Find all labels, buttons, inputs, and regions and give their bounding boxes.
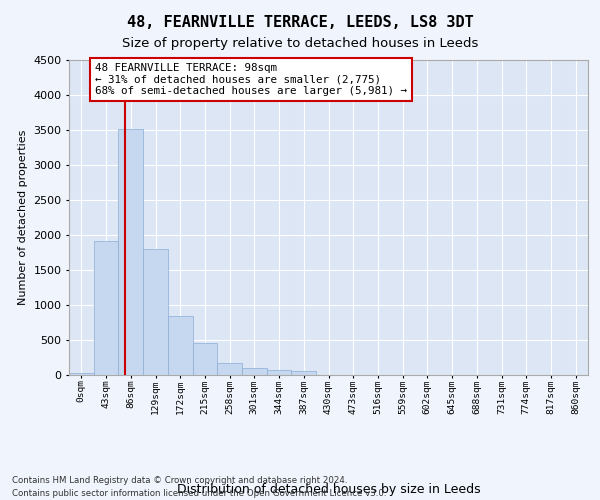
X-axis label: Distribution of detached houses by size in Leeds: Distribution of detached houses by size …	[176, 483, 481, 496]
Y-axis label: Number of detached properties: Number of detached properties	[17, 130, 28, 305]
Bar	[94, 240, 118, 375]
Text: 48, FEARNVILLE TERRACE, LEEDS, LS8 3DT: 48, FEARNVILLE TERRACE, LEEDS, LS8 3DT	[127, 15, 473, 30]
Text: 48 FEARNVILLE TERRACE: 98sqm
← 31% of detached houses are smaller (2,775)
68% of: 48 FEARNVILLE TERRACE: 98sqm ← 31% of de…	[95, 63, 407, 96]
Bar	[217, 364, 242, 375]
Bar	[292, 371, 316, 375]
Bar	[168, 316, 193, 375]
Text: Contains HM Land Registry data © Crown copyright and database right 2024.: Contains HM Land Registry data © Crown c…	[12, 476, 347, 485]
Bar	[118, 130, 143, 375]
Bar	[242, 368, 267, 375]
Bar	[193, 343, 217, 375]
Text: Contains public sector information licensed under the Open Government Licence v3: Contains public sector information licen…	[12, 489, 386, 498]
Bar	[267, 370, 292, 375]
Bar	[143, 249, 168, 375]
Bar	[69, 373, 94, 375]
Text: Size of property relative to detached houses in Leeds: Size of property relative to detached ho…	[122, 38, 478, 51]
